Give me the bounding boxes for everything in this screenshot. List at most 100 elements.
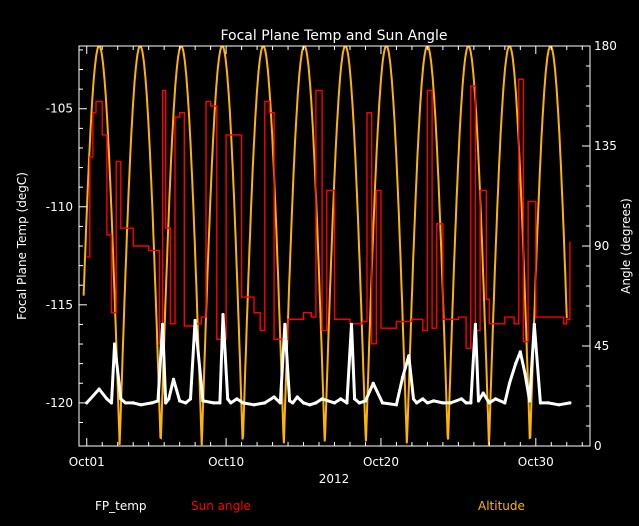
fp-temp-point (507, 381, 512, 385)
fp-temp-point (514, 362, 518, 366)
fp-temp-point (363, 399, 368, 403)
fp-temp-point (349, 322, 354, 326)
fp-temp-point (353, 397, 357, 401)
ticks-layer: Oct01 Oct10 Oct20 Oct30 -105 -110 -115 -120 0 45 9… (46, 39, 617, 469)
y-tick-label-left: -110 (46, 200, 73, 214)
y-tick-label-right: 45 (594, 339, 609, 353)
fp-temp-point (518, 350, 522, 354)
fp-temp-point (432, 399, 436, 403)
fp-temp-point (546, 401, 550, 405)
fp-temp-point (441, 401, 445, 405)
fp-temp-point (139, 403, 143, 407)
fp-temp-point (131, 401, 135, 405)
series-layer (82, 46, 572, 446)
fp-temp-point (171, 377, 176, 381)
fp-temp-point (226, 397, 230, 401)
fp-temp-point (235, 397, 239, 401)
fp-temp-point (241, 401, 245, 405)
fp-temp-point (218, 401, 222, 405)
fp-temp-point (301, 401, 306, 405)
fp-temp-point (415, 401, 419, 405)
chart-title: Focal Plane Temp and Sun Angle (220, 28, 447, 44)
fp-temp-point (345, 401, 349, 405)
fp-temp-point (538, 401, 543, 405)
y-tick-label-left: -115 (46, 298, 73, 312)
y-tick-label-right: 180 (594, 39, 617, 53)
x-tick-label: Oct01 (69, 455, 105, 469)
fp-temp-point (523, 371, 527, 376)
fp-temp-point (401, 375, 405, 379)
fp-temp-point (184, 401, 188, 405)
fp-temp-point (411, 397, 416, 401)
y-tick-label-right: 0 (594, 439, 602, 453)
x-tick-label: Oct20 (363, 455, 399, 469)
fp-temp-point (449, 401, 453, 405)
fp-temp-point (469, 401, 473, 405)
y-axis-label-right: Angle (degrees) (619, 198, 633, 294)
fp-temp-point (493, 397, 498, 401)
fp-temp-point (421, 397, 425, 401)
fp-temp-point (476, 399, 481, 403)
fp-temp-point (229, 401, 233, 405)
fp-temp-point (188, 397, 193, 401)
fp-temp-point (97, 387, 101, 391)
legend-altitude: Altitude (478, 499, 525, 513)
legend-fp-temp: FP_temp (95, 499, 147, 513)
legend-sun-angle: Sun angle (191, 499, 251, 513)
fp-temp-point (193, 318, 197, 323)
fp-temp-point (339, 397, 343, 401)
sun-angle-line (86, 78, 571, 349)
fp-temp-point (161, 322, 165, 326)
x-axis-label: 2012 (319, 472, 350, 486)
x-tick-label: Oct30 (518, 455, 554, 469)
fp-temp-point (164, 401, 168, 405)
fp-temp-point (156, 399, 160, 403)
y-axis-label-left: Focal Plane Temp (degC) (15, 172, 29, 320)
fp-temp-point (278, 401, 282, 405)
fp-temp-point (291, 401, 295, 405)
fp-temp-point (221, 313, 225, 317)
fp-temp-point (473, 322, 477, 326)
fp-temp-point (252, 403, 256, 407)
fp-temp-point (532, 322, 536, 326)
fp-temp-point (464, 401, 468, 405)
fp-temp-point (263, 401, 267, 405)
fp-temp-point (380, 401, 385, 405)
fp-temp-point (528, 399, 532, 403)
fp-temp-point (167, 397, 171, 401)
fp-temp-point (459, 397, 464, 401)
fp-temp-point (308, 403, 312, 407)
fp-temp-point (394, 403, 398, 407)
fp-temp-point (320, 397, 324, 401)
fp-temp-point (487, 401, 491, 405)
fp-temp-point (407, 354, 411, 358)
y-tick-label-left: -120 (46, 396, 73, 410)
fp-temp-point (283, 322, 287, 326)
fp-temp-point (503, 401, 507, 405)
fp-temp-point (201, 399, 205, 403)
fp-temp-point (272, 395, 276, 399)
fp-temp-point (557, 403, 561, 407)
fp-temp-point (357, 401, 361, 405)
fp-temp-point (178, 399, 182, 403)
fp-temp-point (105, 397, 109, 401)
fp-temp-point (109, 401, 114, 405)
fp-temp-point (123, 401, 128, 405)
fp-temp-point (113, 342, 117, 346)
fp-temp-point (425, 401, 429, 405)
fp-temp-point (371, 381, 375, 385)
fp-temp-point (288, 399, 292, 403)
fp-temp-point (119, 397, 123, 401)
x-tick-label: Oct10 (208, 455, 244, 469)
y-tick-label-right: 90 (594, 239, 609, 253)
fp-temp-point (212, 401, 216, 405)
fp-temp-point (295, 395, 299, 399)
fp-temp-point (150, 401, 154, 405)
y-tick-label-left: -105 (46, 102, 73, 116)
fp-temp-point (568, 401, 572, 405)
fp-temp-point (481, 391, 485, 395)
fp-temp-point (314, 401, 318, 405)
y-tick-label-right: 135 (594, 139, 617, 153)
fp-temp-point (332, 401, 337, 405)
